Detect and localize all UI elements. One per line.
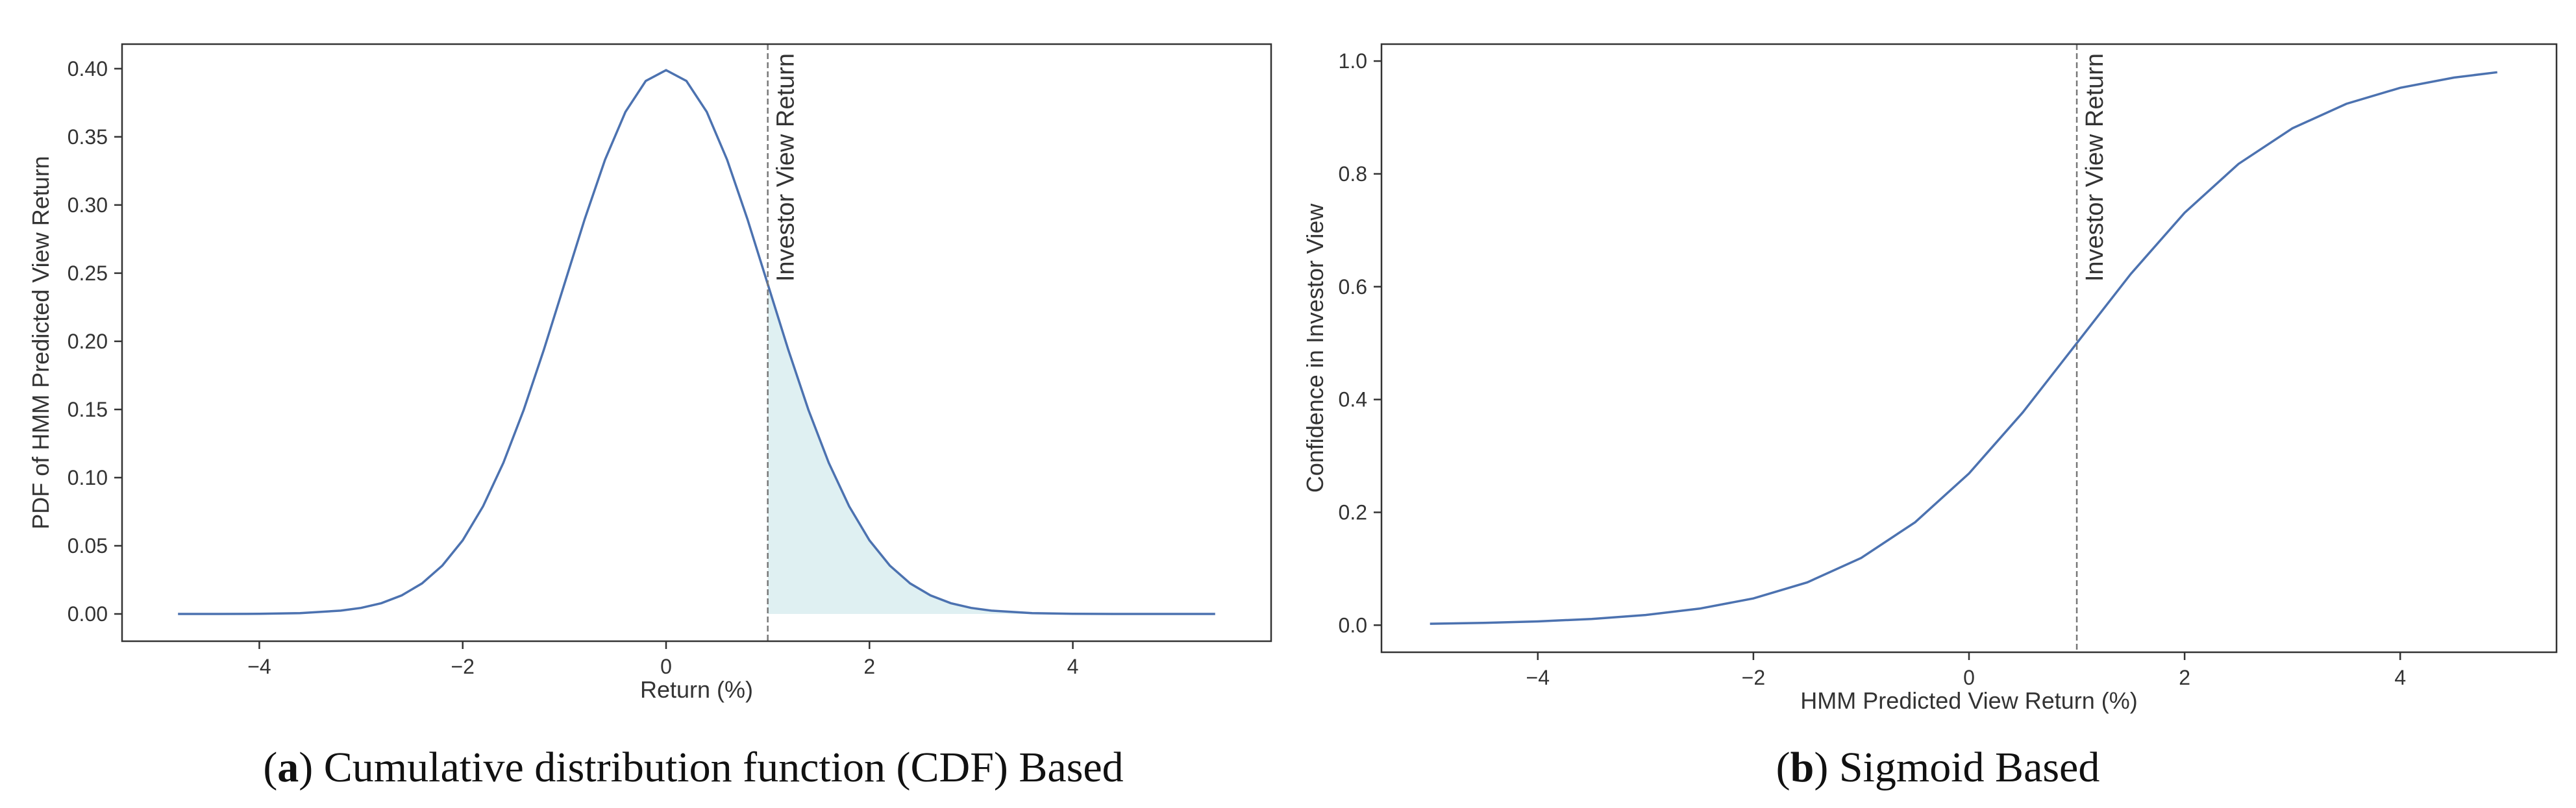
- y-tick-label: 1.0: [1339, 49, 1367, 73]
- plot-frame: [1380, 43, 2558, 654]
- shaded-tail-area: [767, 284, 1215, 614]
- x-axis-label: Return (%): [640, 676, 753, 703]
- y-tick-label: 0.10: [68, 466, 108, 489]
- panel-a: Investor View Return −4 −2 0 2 4 0.00 0.05 0.1…: [27, 43, 1272, 703]
- x-tick-label: −4: [247, 655, 271, 678]
- plot-frame: [121, 43, 1272, 643]
- x-tick-label: 2: [863, 655, 875, 678]
- investor-view-label: Investor View Return: [773, 53, 800, 282]
- y-tick-label: 0.6: [1339, 275, 1367, 299]
- caption-a: (a) Cumulative distribution function (CD…: [263, 744, 1123, 791]
- y-tick-label: 0.40: [68, 57, 108, 80]
- y-axis-label: PDF of HMM Predicted View Return: [27, 156, 54, 530]
- x-tick-label: −2: [451, 655, 474, 678]
- y-tick-label: 0.8: [1339, 162, 1367, 186]
- y-axis-label: Confidence in Investor View: [1302, 203, 1328, 493]
- x-tick-label: 2: [2179, 666, 2190, 689]
- investor-view-label: Investor View Return: [2081, 53, 2109, 282]
- caption-a-letter: a: [277, 744, 299, 791]
- y-tick-label: 0.35: [68, 125, 108, 149]
- caption-a-text: Cumulative distribution function (CDF) B…: [313, 744, 1123, 791]
- sigmoid-line: [1430, 71, 2497, 625]
- y-ticks: 0.0 0.2 0.4 0.6 0.8 1.0: [1339, 49, 1381, 637]
- y-tick-label: 0.20: [68, 330, 108, 353]
- y-tick-label: 0.25: [68, 262, 108, 285]
- caption-b-text: Sigmoid Based: [1828, 744, 2099, 791]
- y-tick-label: 0.30: [68, 193, 108, 217]
- x-tick-label: 4: [2394, 666, 2406, 689]
- x-ticks: −4 −2 0 2 4: [247, 641, 1078, 678]
- y-tick-label: 0.4: [1339, 388, 1367, 411]
- y-ticks: 0.00 0.05 0.10 0.15 0.20 0.25 0.30 0.35 0.40: [68, 57, 122, 626]
- y-tick-label: 0.00: [68, 602, 108, 626]
- caption-b-letter: b: [1790, 744, 1814, 791]
- y-tick-label: 0.15: [68, 398, 108, 421]
- x-tick-label: −4: [1526, 666, 1550, 689]
- x-axis-label: HMM Predicted View Return (%): [1800, 687, 2138, 714]
- x-tick-label: −2: [1742, 666, 1765, 689]
- x-tick-label: 0: [1963, 666, 1975, 689]
- x-ticks: −4 −2 0 2 4: [1526, 652, 2406, 689]
- x-tick-label: 4: [1067, 655, 1079, 678]
- pdf-line: [178, 69, 1215, 615]
- y-tick-label: 0.2: [1339, 500, 1367, 524]
- panel-b: Investor View Return −4 −2 0 2 4 0.00.20.40.…: [1302, 43, 2558, 714]
- y-tick-label: 0.0: [1339, 613, 1367, 637]
- x-tick-label: 0: [660, 655, 672, 678]
- caption-b: (b) Sigmoid Based: [1776, 744, 2100, 791]
- y-tick-label: 0.05: [68, 534, 108, 557]
